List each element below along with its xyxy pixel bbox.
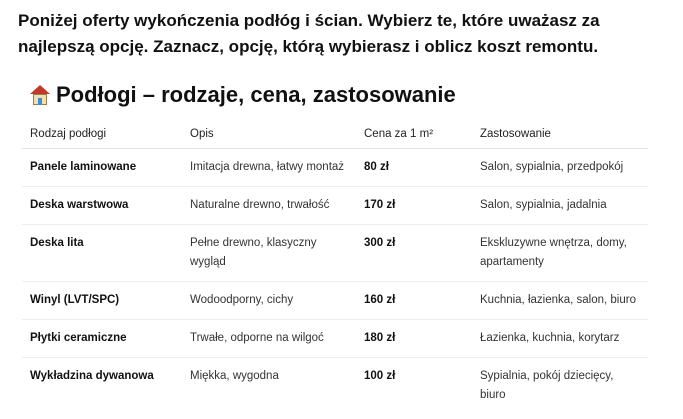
cell-usage: Ekskluzywne wnętrza, domy, apartamenty xyxy=(472,224,648,282)
cell-type: Winyl (LVT/SPC) xyxy=(22,281,182,320)
cell-description: Wodoodporny, cichy xyxy=(182,281,356,320)
cell-usage: Salon, sypialnia, jadalnia xyxy=(472,186,648,225)
cell-type: Panele laminowane xyxy=(22,148,182,187)
cell-price: 180 zł xyxy=(356,319,472,358)
cell-description: Pełne drewno, klasyczny wygląd xyxy=(182,224,356,282)
cell-type: Płytki ceramiczne xyxy=(22,319,182,358)
cell-price: 170 zł xyxy=(356,186,472,225)
cell-description: Trwałe, odporne na wilgoć xyxy=(182,319,356,358)
table-row: Płytki ceramiczne Trwałe, odporne na wilg… xyxy=(22,319,648,358)
header-price: Cena za 1 m² xyxy=(356,122,472,149)
table-row: Deska warstwowa Naturalne drewno, trwałoś… xyxy=(22,186,648,225)
header-usage: Zastosowanie xyxy=(472,122,648,149)
floors-table: Rodzaj podłogi Opis Cena za 1 m² Zastoso… xyxy=(22,122,648,414)
cell-description: Miękka, wygodna xyxy=(190,370,279,382)
cell-usage: Salon, sypialnia, przedpokój xyxy=(472,148,648,187)
cell-description: Naturalne drewno, trwałość xyxy=(182,186,356,225)
cell-type: Wykładzina dywanowa xyxy=(30,370,154,382)
section-heading: Podłogi – rodzaje, cena, zastosowanie xyxy=(30,82,456,108)
table-row: Winyl (LVT/SPC) Wodoodporny, cichy 160 zł K… xyxy=(22,281,648,320)
instructions: Poniżej oferty wykończenia podłóg i ścia… xyxy=(18,11,600,56)
cell-usage: Łazienka, kuchnia, korytarz xyxy=(472,319,648,358)
table-header-row: Rodzaj podłogi Opis Cena za 1 m² Zastoso… xyxy=(22,122,648,149)
cell-price: 300 zł xyxy=(356,224,472,282)
header-type: Rodzaj podłogi xyxy=(22,122,182,149)
cell-price: 80 zł xyxy=(356,148,472,187)
cell-type: Deska warstwowa xyxy=(22,186,182,225)
cell-type: Deska lita xyxy=(22,224,182,282)
cell-usage: Kuchnia, łazienka, salon, biuro xyxy=(472,281,648,320)
house-icon xyxy=(30,85,50,105)
table-row: Panele laminowane Imitacja drewna, łatwy … xyxy=(22,148,648,187)
table-row: Deska lita Pełne drewno, klasyczny wygląd… xyxy=(22,224,648,282)
header-description: Opis xyxy=(182,122,356,149)
cell-usage: Sypialnia, pokój dziecięcy, biuro xyxy=(480,370,614,401)
cell-price: 100 zł xyxy=(364,370,396,382)
section-title: Podłogi – rodzaje, cena, zastosowanie xyxy=(56,82,456,107)
cell-price: 160 zł xyxy=(356,281,472,320)
cell-description: Imitacja drewna, łatwy montaż xyxy=(182,148,356,187)
table-row: Wykładzina dywanowa Miękka, wygodna 100 zł… xyxy=(22,358,648,415)
